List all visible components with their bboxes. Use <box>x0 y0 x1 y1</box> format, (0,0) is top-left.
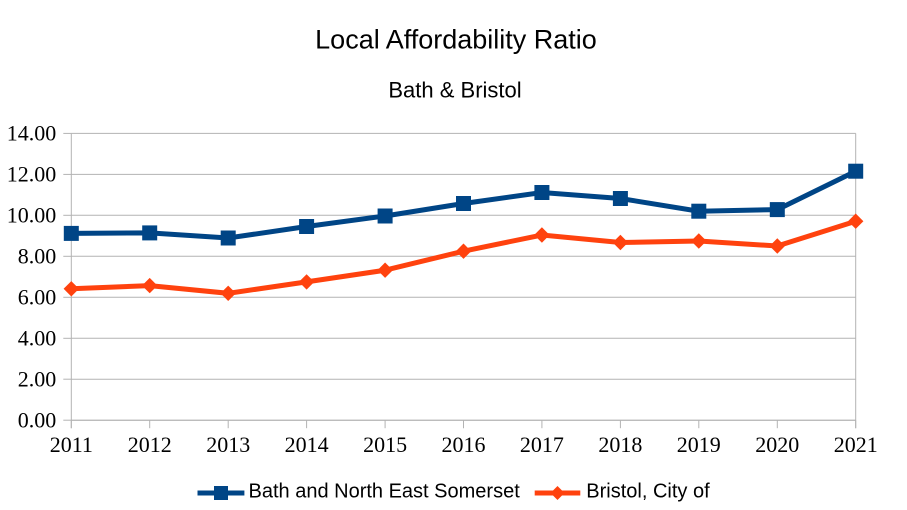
svg-text:Bath and North East Somerset: Bath and North East Somerset <box>249 481 521 503</box>
svg-text:2015: 2015 <box>363 432 407 457</box>
svg-text:2013: 2013 <box>206 432 250 457</box>
svg-text:2014: 2014 <box>285 432 329 457</box>
svg-text:Bristol, City of: Bristol, City of <box>586 481 710 503</box>
svg-text:10.00: 10.00 <box>7 203 57 228</box>
svg-text:2.00: 2.00 <box>18 366 57 391</box>
svg-text:4.00: 4.00 <box>18 326 57 351</box>
svg-text:2012: 2012 <box>128 432 172 457</box>
svg-text:0.00: 0.00 <box>18 407 57 432</box>
svg-text:Bath & Bristol: Bath & Bristol <box>388 78 521 103</box>
svg-text:6.00: 6.00 <box>18 285 57 310</box>
svg-text:2017: 2017 <box>520 432 564 457</box>
svg-text:14.00: 14.00 <box>7 121 57 146</box>
svg-text:2018: 2018 <box>598 432 642 457</box>
svg-text:2011: 2011 <box>50 432 93 457</box>
svg-text:12.00: 12.00 <box>7 162 57 187</box>
svg-text:8.00: 8.00 <box>18 244 57 269</box>
svg-text:2019: 2019 <box>677 432 721 457</box>
svg-text:2020: 2020 <box>755 432 799 457</box>
svg-text:2021: 2021 <box>834 432 878 457</box>
svg-text:Local Affordability Ratio: Local Affordability Ratio <box>315 25 597 55</box>
svg-text:2016: 2016 <box>442 432 486 457</box>
